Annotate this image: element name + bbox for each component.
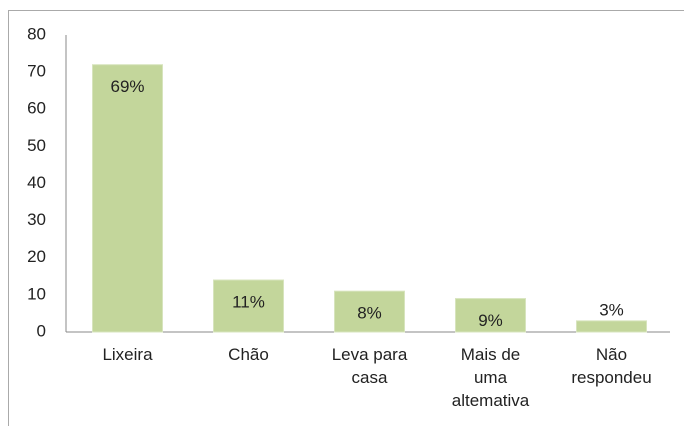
x-tick-label: Chão [228,345,269,364]
bar [576,320,647,333]
y-tick-label: 40 [27,173,46,192]
bar [213,279,284,333]
bar [334,290,405,333]
x-tick-label: Mais de uma altemativa [452,345,530,410]
y-tick-label: 80 [27,24,46,43]
data-label: 8% [357,304,382,323]
chart-frame [8,10,684,426]
bar [455,298,526,333]
y-tick-label: 50 [27,136,46,155]
data-label: 9% [478,311,503,330]
y-tick-label: 30 [27,210,46,229]
x-tick-label: Não respondeu [571,345,651,387]
y-tick-label: 20 [27,247,46,266]
y-tick-label: 60 [27,99,46,118]
x-tick-label: Leva para casa [332,345,408,387]
data-label: 11% [232,293,265,312]
y-tick-label: 0 [37,321,46,340]
y-tick-label: 70 [27,62,46,81]
data-label: 3% [599,300,624,319]
x-tick-label: Lixeira [102,345,153,364]
data-label: 69% [110,77,144,96]
y-tick-label: 10 [27,284,46,303]
bar [92,64,163,333]
